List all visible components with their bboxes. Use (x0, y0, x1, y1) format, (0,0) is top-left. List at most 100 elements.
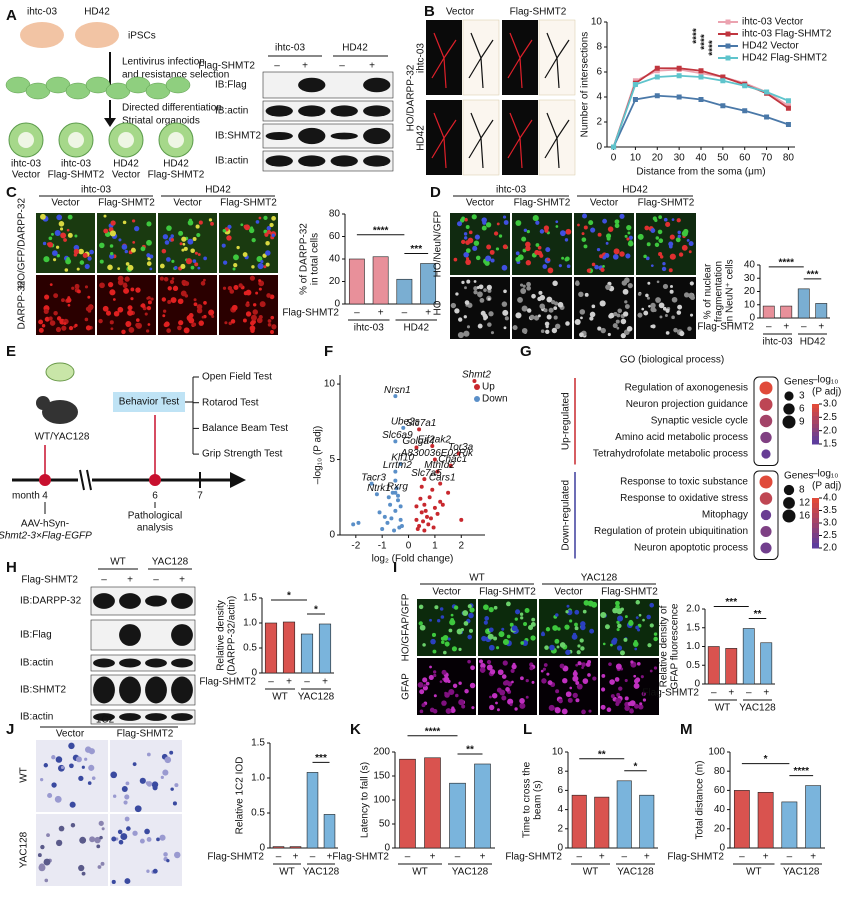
micrograph-cell (572, 692, 578, 698)
micrograph-cell (89, 836, 96, 843)
micrograph-cell (124, 276, 130, 282)
micrograph-cell (181, 236, 187, 242)
treatment-sign: + (322, 677, 328, 688)
micrograph-cell (184, 294, 189, 298)
micrograph-cell (607, 226, 614, 232)
micrograph-cell (520, 288, 527, 294)
y-tick-label: 40 (714, 804, 726, 815)
micrograph-cell (48, 236, 53, 241)
micrograph-cell (123, 800, 128, 805)
micrograph-cell (170, 238, 175, 242)
micrograph-cell (608, 312, 615, 319)
micrograph-cell (515, 220, 522, 226)
micrograph-cell (272, 326, 276, 330)
micrograph-cell (56, 316, 62, 321)
micrograph-cell (662, 306, 667, 311)
point (422, 502, 427, 507)
gene-point (438, 481, 443, 486)
micrograph-cell (541, 678, 547, 684)
treatment-label: Flag-SHMT2 (667, 852, 724, 863)
treatment-sign: + (728, 688, 734, 699)
dot-frame (753, 470, 779, 560)
micrograph-cell (649, 623, 654, 628)
bar (781, 801, 798, 849)
blot-band (93, 593, 115, 609)
micrograph-cell (163, 852, 168, 857)
micrograph-cell (486, 244, 492, 250)
micrograph-cell (577, 223, 580, 227)
micrograph-cell (193, 302, 198, 307)
micrograph-cell (172, 285, 179, 291)
micrograph-cell (81, 871, 86, 876)
micrograph-cell (473, 240, 480, 246)
micrograph-cell (117, 267, 121, 271)
treatment-sign: – (153, 575, 159, 586)
micrograph-cell (423, 684, 427, 687)
series-line (612, 94, 789, 148)
treatment-label: Flag-SHMT2 (282, 308, 339, 319)
colorbar (812, 498, 819, 504)
micrograph-cell (550, 299, 556, 305)
colorbar-label: 2.0 (823, 543, 837, 554)
blot-band (145, 595, 167, 607)
micrograph-cell (616, 326, 620, 330)
blot-band (119, 713, 141, 721)
micrograph-cell (624, 705, 630, 711)
micrograph-cell (121, 329, 126, 335)
micrograph-cell (164, 756, 172, 764)
point (399, 523, 404, 528)
panel-label: B (424, 3, 435, 20)
micrograph-cell (196, 304, 203, 310)
micrograph-cell (178, 320, 184, 326)
micrograph-cell (511, 680, 514, 684)
micrograph-cell (236, 245, 240, 250)
micrograph-cell (514, 617, 518, 621)
micrograph-cell (584, 292, 589, 297)
point (421, 519, 426, 524)
micrograph-cell (611, 639, 617, 645)
micrograph-cell (102, 305, 109, 312)
micrograph-cell (477, 323, 483, 329)
y-tick-label: 6 (557, 785, 563, 796)
size-legend-dot (783, 403, 795, 415)
gene-point (393, 394, 398, 399)
blot-band (363, 155, 391, 167)
micrograph-cell (497, 669, 504, 676)
micrograph-cell (655, 236, 660, 240)
point (426, 522, 431, 527)
micrograph-cell (650, 306, 656, 313)
micrograph-cell (464, 689, 469, 694)
micrograph-cell (177, 298, 184, 305)
micrograph-cell (271, 216, 276, 221)
micrograph-cell (485, 222, 492, 228)
micrograph-cell (496, 687, 502, 693)
micrograph-cell (161, 248, 167, 254)
micrograph-cell (647, 281, 651, 285)
treatment-sign: + (810, 852, 816, 863)
micrograph-cell (192, 259, 197, 263)
micrograph-cell (469, 682, 476, 689)
label: analysis (137, 523, 173, 534)
y-tick-label: 6 (596, 67, 602, 78)
micrograph-cell (502, 244, 508, 250)
micrograph-cell (146, 221, 152, 227)
micrograph-cell (478, 284, 484, 290)
micrograph-cell (433, 694, 437, 698)
micrograph-cell (464, 217, 468, 222)
micrograph-cell (132, 830, 138, 836)
gene-label: Nrsn1 (384, 385, 411, 396)
micrograph-cell (258, 287, 262, 291)
blot-band (171, 624, 193, 646)
micrograph-cell (545, 247, 551, 253)
group-label: HD42 (403, 323, 429, 334)
blot-strip (262, 150, 394, 172)
micrograph-cell (615, 604, 620, 610)
label: IB:actin (20, 658, 53, 669)
bar (815, 303, 828, 319)
blot-band (145, 658, 167, 668)
micrograph-cell (82, 252, 88, 258)
x-tick-label: 0 (406, 541, 412, 552)
micrograph-cell (421, 703, 426, 708)
gene-label: Mthfd2 (424, 460, 455, 471)
micrograph-cell (211, 314, 215, 319)
